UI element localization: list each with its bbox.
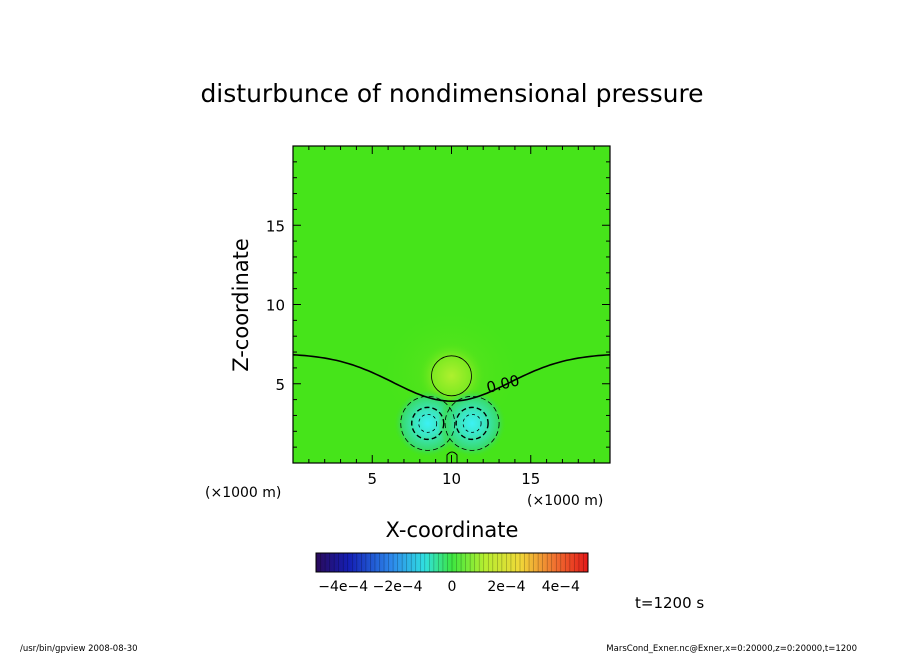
positive-contour xyxy=(431,355,472,397)
field-negative-cell-right xyxy=(438,389,507,458)
colorbar-tick-label: 2e−4 xyxy=(487,579,525,595)
colorbar-gradient xyxy=(316,553,588,572)
footer-left: /usr/bin/gpview 2008-08-30 xyxy=(20,644,138,654)
negative-contour-right-inner xyxy=(462,413,482,433)
x-unit-label: (×1000 m) xyxy=(527,493,603,509)
y-tick-label-10: 10 xyxy=(266,297,285,315)
negative-contour-right-mid xyxy=(455,406,489,441)
axis-ticks xyxy=(293,146,610,463)
zero-contour-line xyxy=(293,354,610,403)
y-tick-label-15: 15 xyxy=(266,217,285,235)
footer-right: MarsCond_Exner.nc@Exner,x=0:20000,z=0:20… xyxy=(606,644,857,654)
x-tick-label-10: 10 xyxy=(442,470,461,488)
colorbar-tick-label: −4e−4 xyxy=(318,579,368,595)
colorbar-level-lines xyxy=(320,553,584,572)
colorbar-tick-label: −2e−4 xyxy=(373,579,423,595)
time-label: t=1200 s xyxy=(635,594,704,612)
y-unit-label: (×1000 m) xyxy=(205,485,281,501)
colorbar-tick-label: 0 xyxy=(448,579,457,595)
negative-contour-left-mid xyxy=(411,406,445,441)
bottom-contour-loop xyxy=(446,451,458,463)
x-tick-label-15: 15 xyxy=(521,470,540,488)
colorbar xyxy=(315,552,589,573)
colorbar-tick-label: 4e−4 xyxy=(542,579,580,595)
chart-title: disturbunce of nondimensional pressure xyxy=(200,79,703,108)
colorbar-frame xyxy=(315,552,589,573)
plot-area xyxy=(293,146,610,463)
x-tick-label-5: 5 xyxy=(367,470,377,488)
y-tick-label-5: 5 xyxy=(275,376,285,394)
y-axis-label: Z-coordinate xyxy=(229,238,253,372)
x-axis-label: X-coordinate xyxy=(386,518,519,542)
negative-contour-left-outer xyxy=(400,395,456,451)
negative-contour-left-inner xyxy=(418,413,438,433)
negative-contour-right-outer xyxy=(444,395,500,451)
